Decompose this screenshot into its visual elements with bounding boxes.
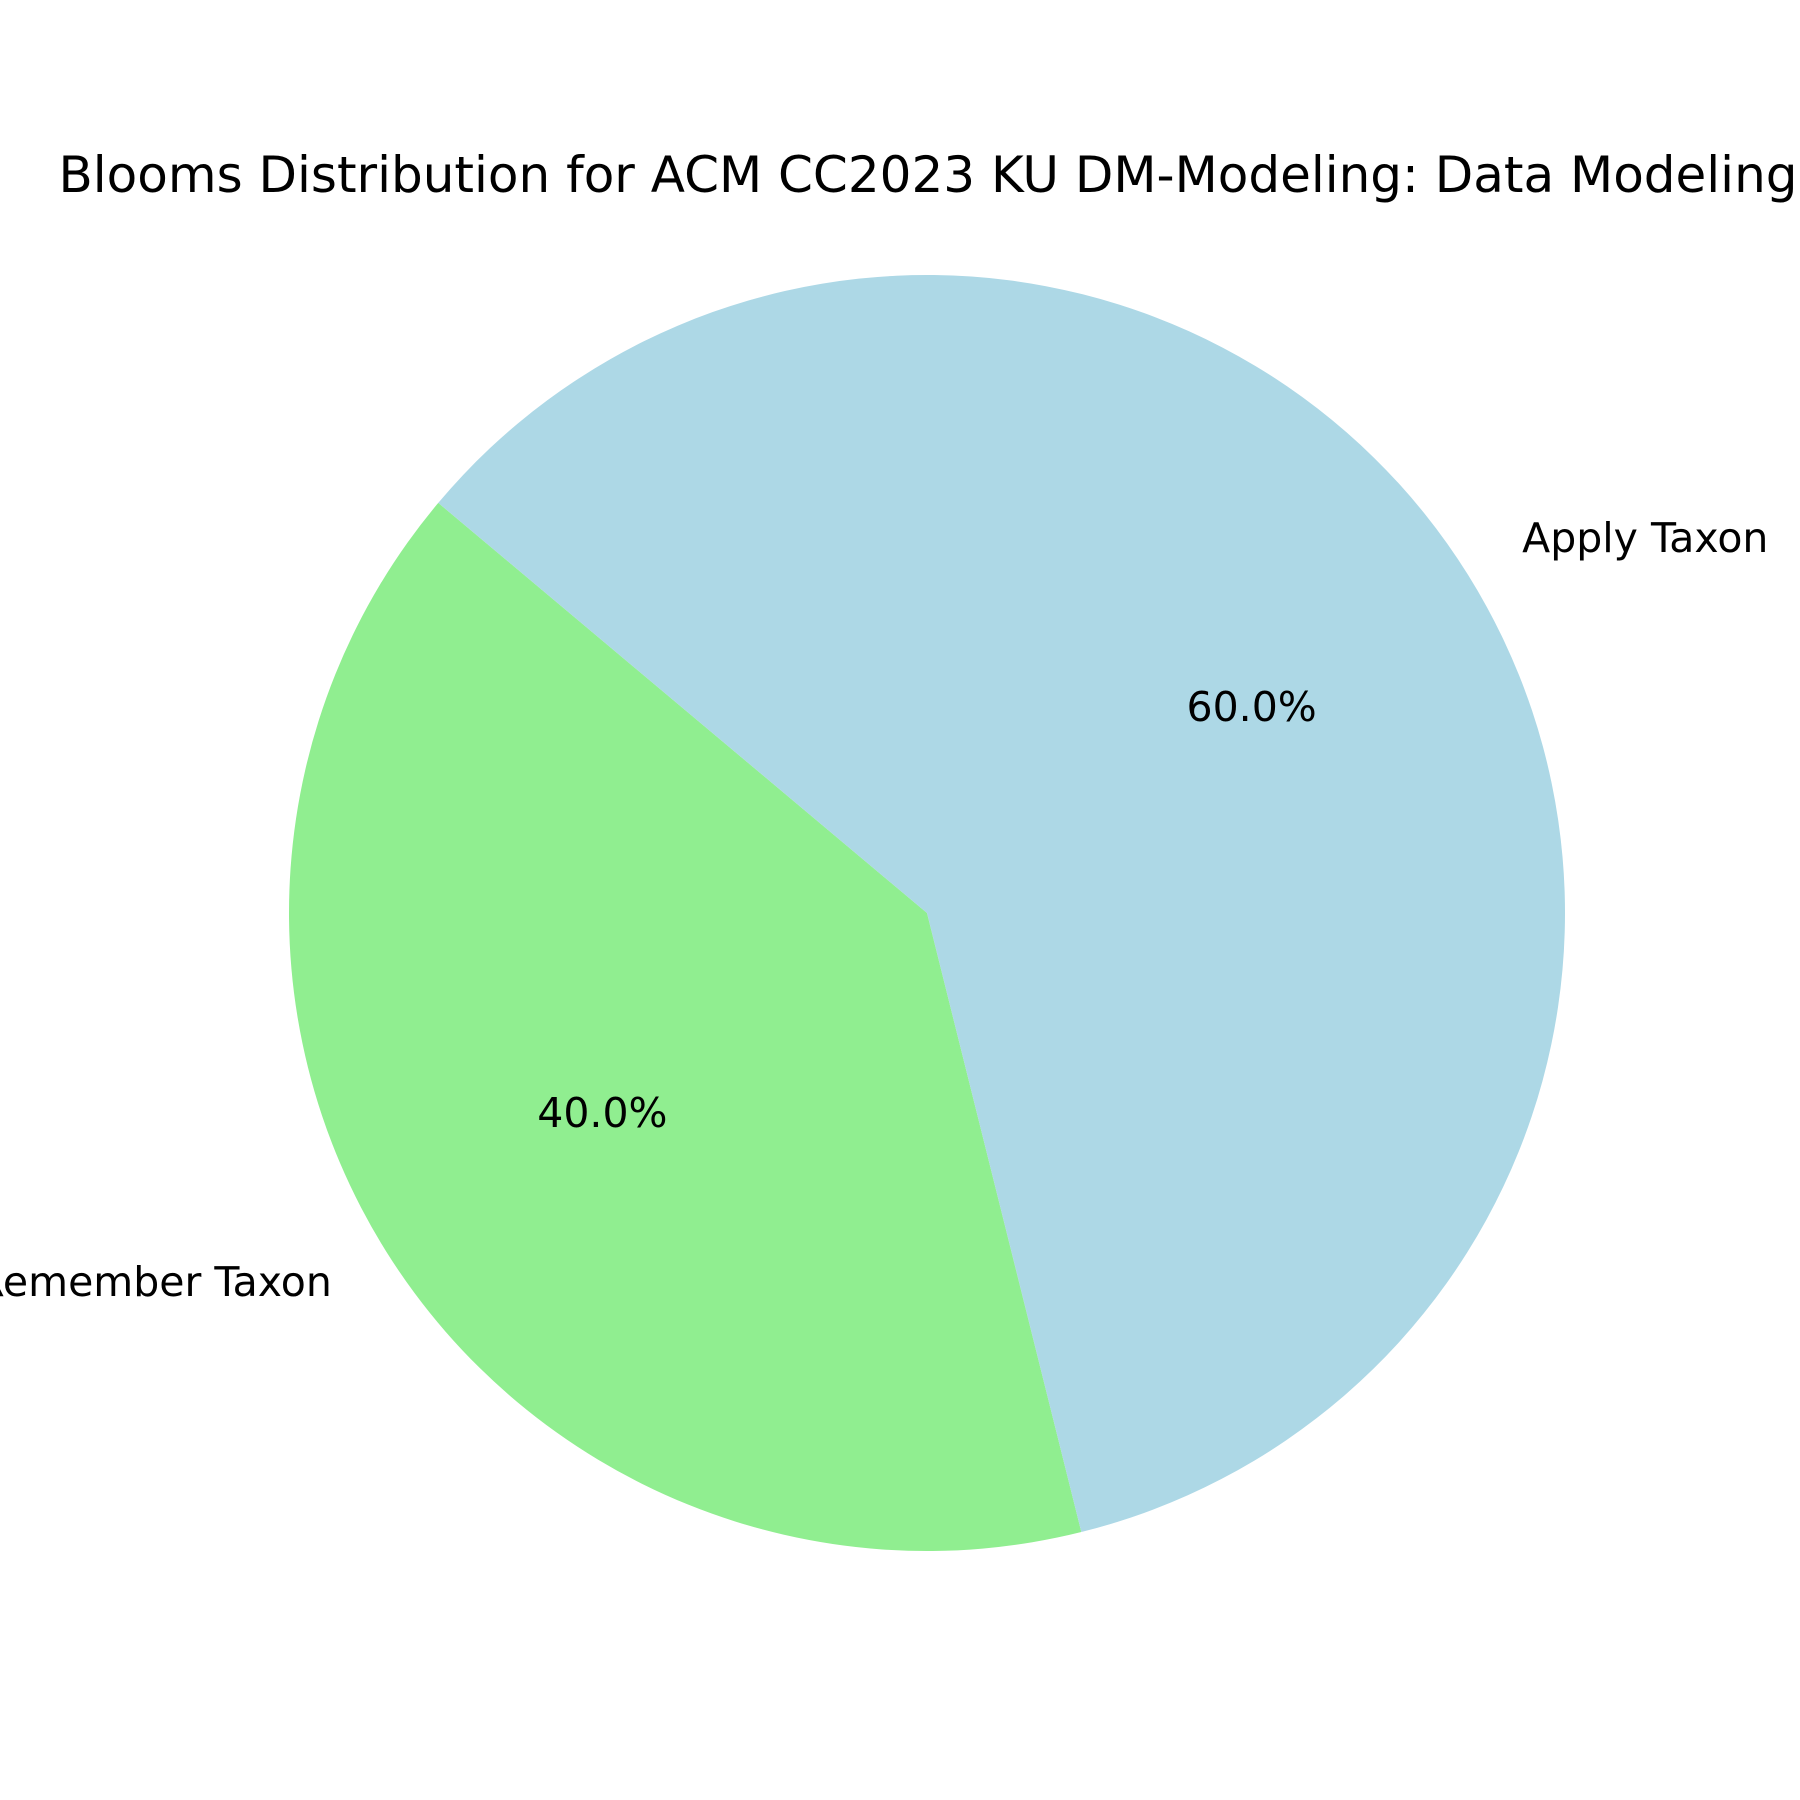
pie-slices bbox=[288, 275, 1565, 1552]
chart-title: Blooms Distribution for ACM CC2023 KU DM… bbox=[58, 146, 1797, 204]
percent-label-remember-taxon: 40.0% bbox=[537, 1089, 667, 1137]
percent-label-apply-taxon: 60.0% bbox=[1187, 683, 1317, 731]
slice-label-apply-taxon: Apply Taxon bbox=[1522, 514, 1768, 562]
pie-labels: Remember Taxon 40.0% Apply Taxon 60.0% bbox=[0, 514, 1768, 1306]
pie-slice-remember-taxon bbox=[288, 502, 1082, 1552]
pie-slice-apply-taxon bbox=[438, 275, 1565, 1533]
slice-label-remember-taxon: Remember Taxon bbox=[0, 1258, 332, 1306]
